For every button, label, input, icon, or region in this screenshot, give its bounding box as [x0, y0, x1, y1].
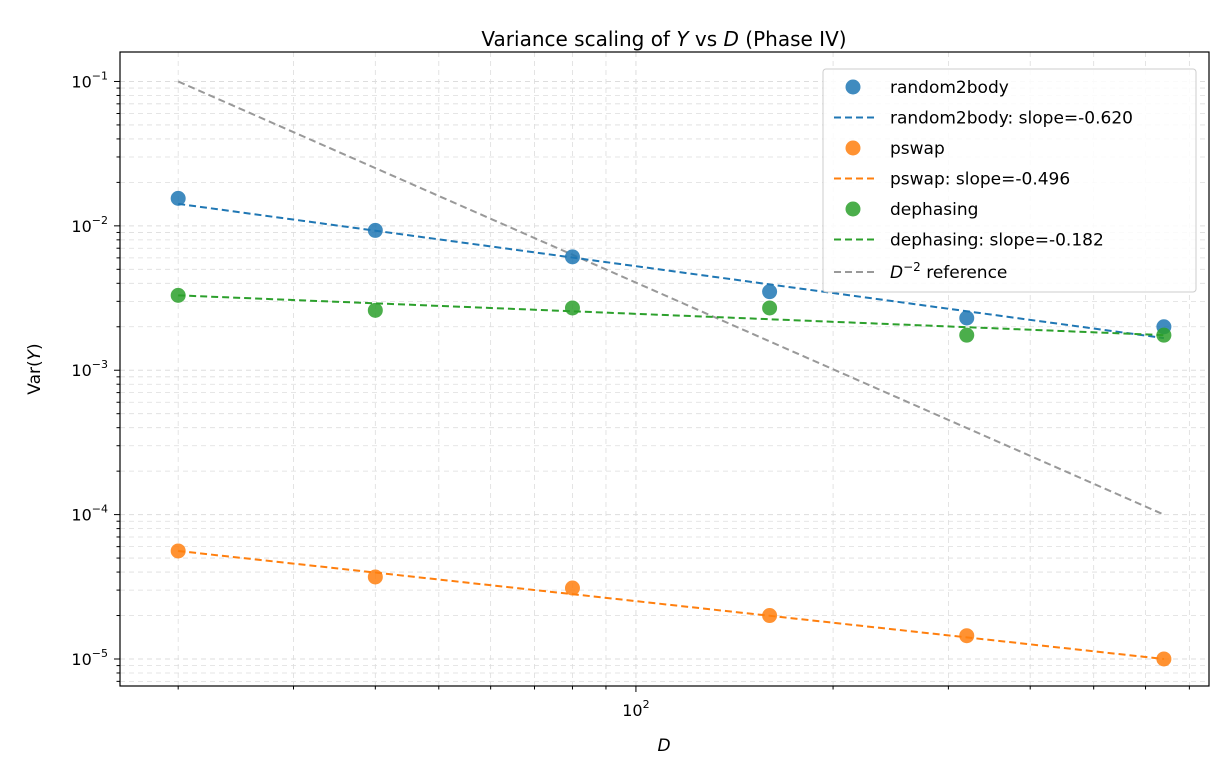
data-point-pswap — [762, 608, 778, 624]
legend-marker-pswap — [845, 140, 861, 156]
data-point-random2body — [959, 310, 975, 326]
data-point-dephasing — [564, 300, 580, 316]
legend-label-reference: D−2 reference — [890, 260, 1007, 283]
x-axis-title: D — [657, 736, 670, 756]
legend-label-random2body: random2body — [890, 78, 1009, 98]
legend-label-pswap: pswap — [890, 139, 945, 159]
fit-line-random2body — [178, 202, 1165, 340]
y-tick-label: 10−4 — [71, 503, 108, 525]
data-point-dephasing — [762, 300, 778, 316]
data-point-pswap — [959, 628, 975, 644]
data-point-pswap — [564, 580, 580, 596]
legend-label-pswap-fit: pswap: slope=-0.496 — [890, 170, 1070, 190]
legend-marker-dephasing — [845, 201, 861, 217]
legend: random2body random2body: slope=-0.620 pswa… — [822, 68, 1197, 293]
fit-line-pswap — [178, 549, 1164, 660]
plot-frame — [119, 51, 1210, 687]
legend-entries: random2body random2body: slope=-0.620 pswa… — [834, 78, 1133, 251]
legend-marker-random2body — [845, 79, 861, 95]
chart-title: Variance scaling of Y vs D (Phase IV) — [481, 27, 846, 51]
legend-label-dephasing: dephasing — [890, 200, 978, 220]
data-point-random2body — [367, 222, 383, 238]
legend-label-random2body-fit: random2body: slope=-0.620 — [890, 109, 1133, 129]
axis-ticks: 102 10−5 10−4 10−3 10−2 10−1 — [71, 69, 1190, 720]
data-point-dephasing — [1156, 327, 1172, 343]
y-tick-label: 10−2 — [71, 214, 108, 236]
data-point-dephasing — [959, 327, 975, 343]
legend-label-dephasing-fit: dephasing: slope=-0.182 — [890, 231, 1104, 251]
data-point-pswap — [170, 543, 186, 559]
data-point-dephasing — [367, 302, 383, 318]
grid — [120, 52, 1209, 686]
plot-series — [170, 80, 1172, 667]
x-tick-label: 102 — [622, 698, 649, 720]
data-point-random2body — [170, 190, 186, 206]
data-point-dephasing — [170, 287, 186, 303]
data-point-pswap — [1156, 651, 1172, 667]
legend-box — [822, 68, 1197, 293]
y-tick-label: 10−3 — [71, 358, 108, 380]
y-axis-title: Var(Y) — [25, 343, 45, 394]
y-tick-label: 10−1 — [71, 69, 108, 91]
data-point-pswap — [367, 569, 383, 585]
data-point-random2body — [762, 284, 778, 300]
reference-line — [177, 80, 1165, 516]
y-tick-label: 10−5 — [71, 647, 108, 669]
data-point-random2body — [564, 249, 580, 265]
